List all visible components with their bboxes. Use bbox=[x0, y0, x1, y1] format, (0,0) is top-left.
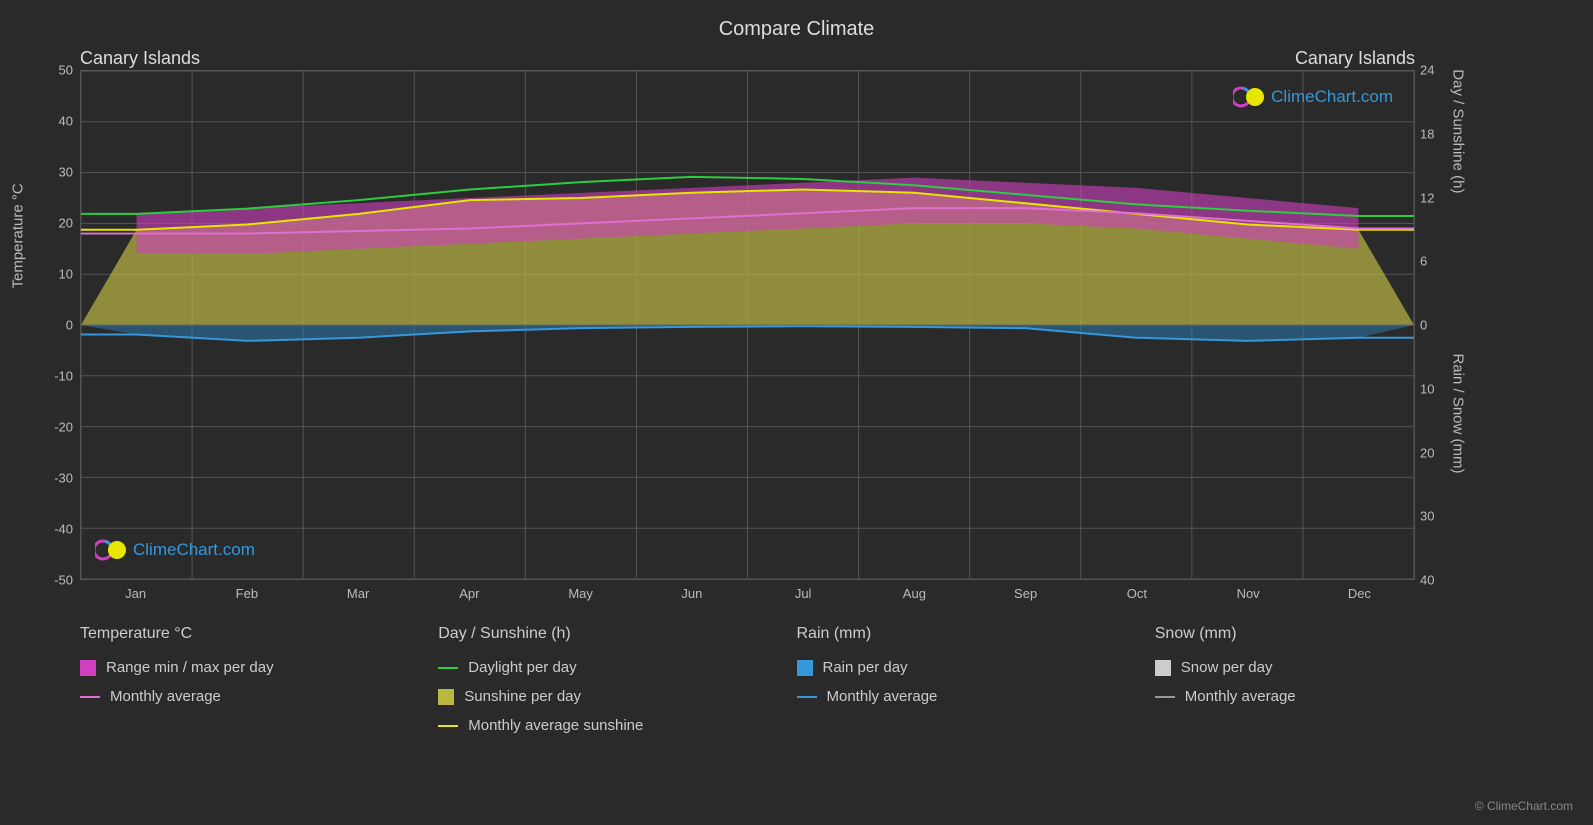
x-tick: Dec bbox=[1348, 586, 1371, 601]
y-axis-left-label: Temperature °C bbox=[10, 183, 27, 288]
legend-swatch bbox=[80, 696, 100, 698]
legend-swatch bbox=[80, 660, 96, 676]
legend-swatch bbox=[797, 660, 813, 676]
x-tick: Aug bbox=[903, 586, 926, 601]
y-left-tick: 30 bbox=[59, 165, 73, 180]
chart-title: Compare Climate bbox=[0, 18, 1593, 41]
x-tick: Oct bbox=[1127, 586, 1147, 601]
x-tick: Mar bbox=[347, 586, 369, 601]
y-left-tick: -30 bbox=[54, 471, 73, 486]
y-left-tick: 20 bbox=[59, 216, 73, 231]
legend-swatch bbox=[438, 725, 458, 727]
y-left-tick: -40 bbox=[54, 522, 73, 537]
watermark-bottom: ClimeChart.com bbox=[95, 538, 255, 562]
legend-label: Monthly average bbox=[827, 688, 938, 705]
chart-legend: Temperature °C Range min / max per day Mon… bbox=[80, 625, 1513, 734]
legend-header: Rain (mm) bbox=[797, 625, 1155, 643]
legend-col-rain: Rain (mm) Rain per day Monthly average bbox=[797, 625, 1155, 734]
y-right-tick: 6 bbox=[1420, 254, 1427, 269]
y-right-tick: 20 bbox=[1420, 445, 1434, 460]
y-left-tick: 10 bbox=[59, 267, 73, 282]
legend-swatch bbox=[438, 667, 458, 669]
legend-label: Sunshine per day bbox=[464, 688, 581, 705]
watermark-text: ClimeChart.com bbox=[133, 540, 255, 560]
chart-plot-area bbox=[80, 70, 1415, 580]
y-left-tick: 40 bbox=[59, 114, 73, 129]
legend-item: Rain per day bbox=[797, 659, 1155, 676]
chart-svg bbox=[81, 71, 1414, 579]
x-tick: Nov bbox=[1237, 586, 1260, 601]
watermark-text: ClimeChart.com bbox=[1271, 87, 1393, 107]
legend-header: Temperature °C bbox=[80, 625, 438, 643]
x-tick: Jul bbox=[795, 586, 812, 601]
y-left-tick: 0 bbox=[66, 318, 73, 333]
y-right-tick: 24 bbox=[1420, 63, 1434, 78]
legend-swatch bbox=[1155, 696, 1175, 698]
y-axis-right-bottom-label: Rain / Snow (mm) bbox=[1450, 353, 1467, 473]
legend-swatch bbox=[438, 689, 454, 705]
y-right-tick: 10 bbox=[1420, 381, 1434, 396]
x-tick: May bbox=[568, 586, 593, 601]
x-tick: Apr bbox=[459, 586, 479, 601]
location-right: Canary Islands bbox=[1295, 48, 1415, 69]
legend-item: Sunshine per day bbox=[438, 688, 796, 705]
legend-swatch bbox=[797, 696, 817, 698]
y-right-tick: 30 bbox=[1420, 509, 1434, 524]
y-axis-right-top-label: Day / Sunshine (h) bbox=[1450, 69, 1467, 193]
legend-item: Monthly average bbox=[797, 688, 1155, 705]
legend-item: Monthly average bbox=[1155, 688, 1513, 705]
legend-label: Rain per day bbox=[823, 659, 908, 676]
y-left-tick: -20 bbox=[54, 420, 73, 435]
legend-label: Monthly average sunshine bbox=[468, 717, 643, 734]
copyright-text: © ClimeChart.com bbox=[1475, 799, 1573, 813]
legend-swatch bbox=[1155, 660, 1171, 676]
y-right-tick: 18 bbox=[1420, 126, 1434, 141]
legend-label: Daylight per day bbox=[468, 659, 576, 676]
y-right-tick: 0 bbox=[1420, 318, 1427, 333]
legend-header: Snow (mm) bbox=[1155, 625, 1513, 643]
legend-col-temperature: Temperature °C Range min / max per day Mon… bbox=[80, 625, 438, 734]
legend-label: Snow per day bbox=[1181, 659, 1273, 676]
location-left: Canary Islands bbox=[80, 48, 200, 69]
x-tick: Feb bbox=[236, 586, 258, 601]
legend-item: Snow per day bbox=[1155, 659, 1513, 676]
y-left-tick: -10 bbox=[54, 369, 73, 384]
legend-col-snow: Snow (mm) Snow per day Monthly average bbox=[1155, 625, 1513, 734]
x-tick: Jun bbox=[681, 586, 702, 601]
y-right-tick: 40 bbox=[1420, 573, 1434, 588]
y-right-tick: 12 bbox=[1420, 190, 1434, 205]
watermark-top: ClimeChart.com bbox=[1233, 85, 1393, 109]
legend-item: Range min / max per day bbox=[80, 659, 438, 676]
legend-label: Range min / max per day bbox=[106, 659, 274, 676]
x-tick: Sep bbox=[1014, 586, 1037, 601]
legend-label: Monthly average bbox=[1185, 688, 1296, 705]
y-left-tick: 50 bbox=[59, 63, 73, 78]
legend-label: Monthly average bbox=[110, 688, 221, 705]
legend-col-daylight: Day / Sunshine (h) Daylight per day Sunshi… bbox=[438, 625, 796, 734]
legend-item: Monthly average bbox=[80, 688, 438, 705]
y-left-tick: -50 bbox=[54, 573, 73, 588]
legend-item: Monthly average sunshine bbox=[438, 717, 796, 734]
x-tick: Jan bbox=[125, 586, 146, 601]
legend-item: Daylight per day bbox=[438, 659, 796, 676]
legend-header: Day / Sunshine (h) bbox=[438, 625, 796, 643]
